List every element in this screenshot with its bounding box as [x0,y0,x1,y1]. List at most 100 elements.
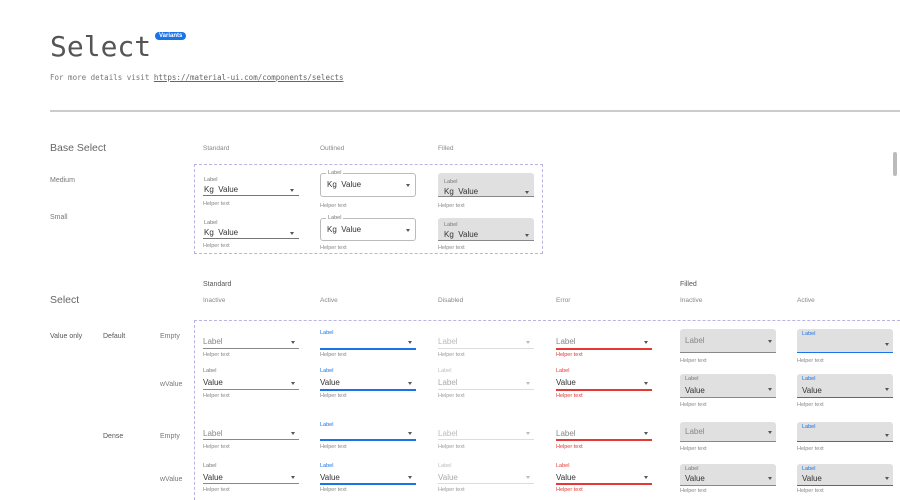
group-filled: Filled [680,281,697,288]
dropdown-arrow-icon [406,184,410,187]
variants-badge[interactable]: Variants [155,32,187,40]
select-filled-inactive-value[interactable]: Label Value Helper text [680,0,776,494]
filled-select-medium[interactable]: Label Kg Value Helper text [438,0,534,260]
select-filled-active-value[interactable]: Label Value Helper text [797,0,893,494]
select-filled-active-value[interactable]: Label Value Helper text [797,0,893,494]
underline [203,389,299,390]
row-label-wvalue: wValue [160,476,183,483]
field-label: Label [444,222,458,228]
underline [556,483,652,485]
dropdown-arrow-icon [290,232,294,235]
helper-text: Helper text [320,444,347,450]
field-label: Label [802,466,816,472]
select-error-value[interactable]: Label Value Helper text [556,0,652,494]
unit-prefix: Kg [444,187,454,196]
field-value: Value [556,378,576,387]
scrollbar[interactable] [893,152,897,176]
subtitle-text: For more details visit [50,73,154,82]
underline [556,439,652,441]
filled-box [797,422,893,442]
underline [438,389,534,390]
helper-text: Helper text [438,203,465,209]
select-filled-inactive-empty[interactable]: Label Helper text [680,0,776,494]
filled-select-small[interactable]: Label Kg Value Helper text [438,0,534,260]
helper-text: Helper text [203,352,230,358]
select-filled-inactive-empty[interactable]: Label Helper text [680,0,776,494]
dropdown-arrow-icon [885,434,889,437]
field-placeholder: Label [685,336,705,345]
helper-text: Helper text [797,488,824,494]
helper-text: Helper text [438,487,465,493]
select-inactive-value[interactable]: Label Value Helper text [203,0,299,494]
value-text: Value [458,230,479,239]
select-error-empty[interactable]: Label Helper text [556,0,652,494]
field-value: Kg Value [327,225,361,234]
helper-text: Helper text [680,358,707,364]
helper-text: Helper text [680,488,707,494]
select-filled-active-empty[interactable]: Label Helper text [797,0,893,494]
select-active-empty[interactable]: Label Helper text [320,0,416,494]
underline [203,439,299,440]
underline [556,389,652,391]
outlined-select-small[interactable]: Label Kg Value Helper text [320,0,416,260]
field-label: Label [685,466,699,472]
field-value: Value [203,473,223,482]
helper-text: Helper text [797,446,824,452]
size-dense: Dense [103,433,124,440]
unit-prefix: Kg [327,180,337,189]
select-inactive-empty[interactable]: Label Helper text [203,0,299,494]
select-filled-active-empty[interactable]: Label Helper text [797,0,893,494]
field-placeholder: Label [203,337,223,346]
field-placeholder: Label [556,337,576,346]
col-disabled: Disabled [438,297,464,304]
filled-box [797,464,893,486]
dropdown-arrow-icon [525,191,529,194]
helper-text: Helper text [203,201,230,207]
field-value: Kg Value [204,228,238,237]
dropdown-arrow-icon [526,432,530,435]
underline [438,483,534,484]
underline [438,439,534,440]
col-inactive: Inactive [203,297,226,304]
underline [320,348,416,350]
select-disabled-empty: Label Helper text [438,0,534,494]
helper-text: Helper text [438,393,465,399]
dropdown-arrow-icon [768,431,772,434]
field-value: Kg Value [327,180,361,189]
value-text: Value [218,185,239,194]
col-standard: Standard [203,145,230,152]
docs-link[interactable]: https://material-ui.com/components/selec… [153,73,344,82]
dropdown-arrow-icon [408,341,412,344]
select-error-value[interactable]: Label Value Helper text [556,0,652,494]
select-filled-inactive-value[interactable]: Label Value Helper text [680,0,776,494]
mode-label: Value only [50,333,83,340]
subtitle: For more details visit https://material-… [50,73,344,82]
field-label: Label [320,463,334,469]
field-label: Label [685,376,699,382]
dropdown-arrow-icon [525,234,529,237]
divider [50,110,900,112]
dropdown-arrow-icon [768,340,772,343]
select-inactive-empty[interactable]: Label Helper text [203,0,299,494]
standard-select-small[interactable]: Label Kg Value Helper text [203,0,299,260]
underline [556,348,652,350]
select-error-empty[interactable]: Label Helper text [556,0,652,494]
select-inactive-value[interactable]: Label Value Helper text [203,0,299,494]
col-active: Active [797,297,815,304]
dropdown-arrow-icon [644,476,648,479]
dropdown-arrow-icon [408,382,412,385]
field-value: Value [438,473,458,482]
select-active-value[interactable]: Label Value Helper text [320,0,416,494]
filled-box [680,464,776,486]
field-value: Value [802,386,822,395]
field-label: Label [326,170,344,176]
outlined-select-medium[interactable]: Label Kg Value Helper text [320,0,416,260]
helper-text: Helper text [556,444,583,450]
filled-box [680,422,776,442]
helper-text: Helper text [203,444,230,450]
field-placeholder: Label [556,429,576,438]
select-active-value[interactable]: Label Value Helper text [320,0,416,494]
helper-text: Helper text [438,444,465,450]
select-active-empty[interactable]: Label Helper text [320,0,416,494]
standard-select-medium[interactable]: Label Kg Value Helper text [203,0,299,260]
